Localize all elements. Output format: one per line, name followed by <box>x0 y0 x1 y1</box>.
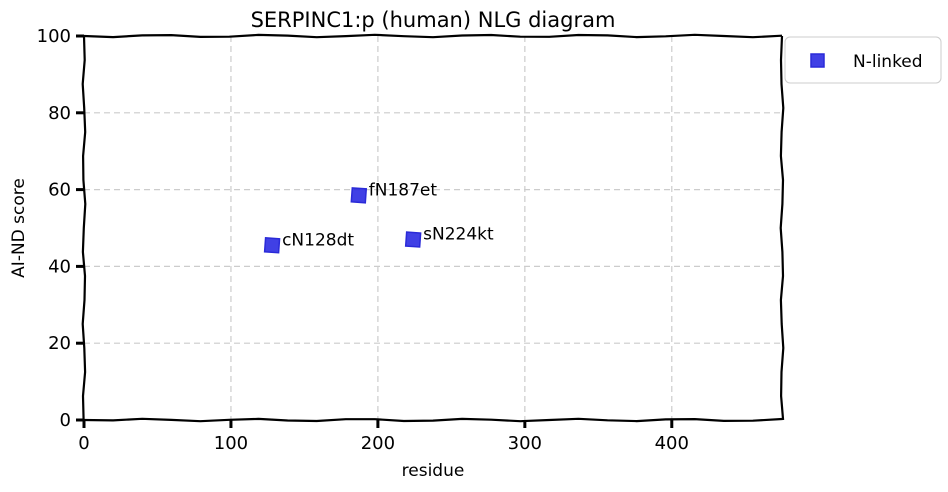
frame-right <box>779 35 785 421</box>
data-point-label: sN224kt <box>423 225 494 245</box>
x-tick-label: 100 <box>214 433 248 454</box>
grid-lines <box>84 36 782 420</box>
y-tick-label: 60 <box>48 180 71 201</box>
legend: N-linked <box>784 36 942 84</box>
x-tick-label: 200 <box>361 433 395 454</box>
y-tick-label: 100 <box>37 26 71 47</box>
x-axis-label: residue <box>402 461 465 481</box>
legend-marker-icon <box>810 53 825 68</box>
frame-bottom <box>83 417 783 423</box>
y-tick-label: 40 <box>48 256 71 277</box>
x-tick-label: 300 <box>508 433 542 454</box>
axis-ticks: 0 100 200 300 400 0 20 40 60 80 100 <box>37 26 689 454</box>
chart-title: SERPINC1:p (human) NLG diagram <box>251 8 616 32</box>
legend-box <box>784 36 942 84</box>
y-tick-label: 0 <box>60 410 71 431</box>
frame-left <box>81 35 87 421</box>
legend-label: N-linked <box>853 52 923 72</box>
data-point <box>350 187 368 204</box>
plot-frame <box>81 33 785 423</box>
y-tick-label: 80 <box>48 103 71 124</box>
frame-top <box>83 33 783 39</box>
data-point-label: fN187et <box>369 180 438 200</box>
data-point-label: cN128dt <box>282 230 354 250</box>
data-point <box>404 231 422 248</box>
y-tick-label: 20 <box>48 333 71 354</box>
data-point <box>263 237 281 254</box>
x-tick-label: 400 <box>655 433 689 454</box>
data-points: cN128dt fN187et sN224kt <box>263 180 494 254</box>
x-tick-label: 0 <box>78 433 89 454</box>
y-axis-label: AI-ND score <box>9 178 29 278</box>
